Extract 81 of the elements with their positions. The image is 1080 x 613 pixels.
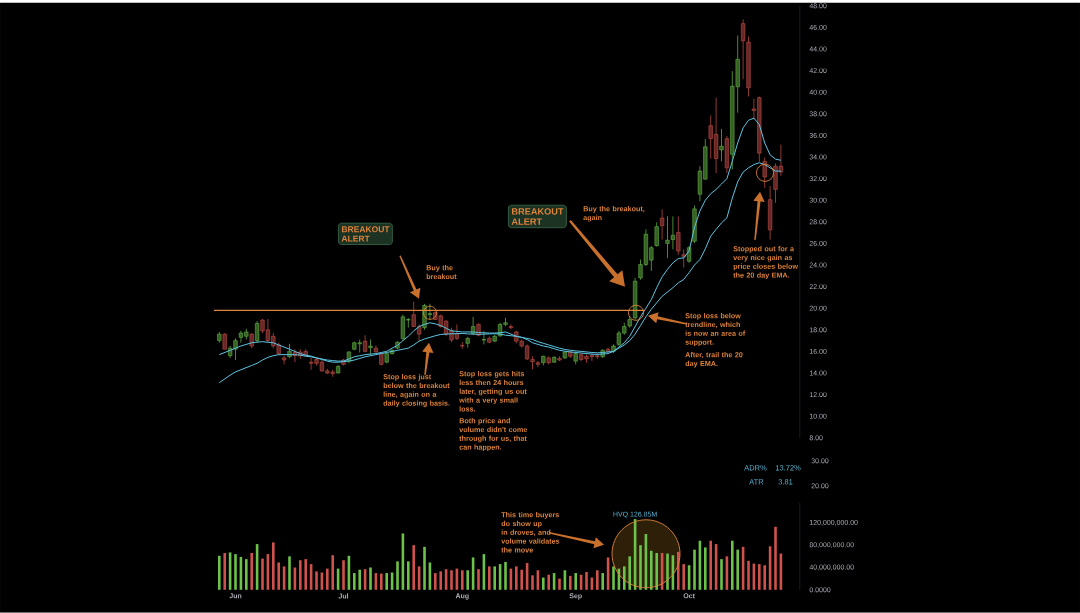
bar [731,540,734,590]
bar [261,558,264,590]
bar [466,570,470,590]
candlestick [282,355,287,365]
candlestick [660,209,665,241]
candlestick [665,216,670,259]
bar [515,566,518,590]
candlestick [368,339,373,356]
bar [304,559,307,590]
bar [234,554,237,590]
candlestick [255,320,260,344]
bar [358,569,362,590]
bar [774,526,777,590]
bar [385,573,388,590]
bar [342,560,345,590]
bar [693,549,696,590]
candlestick [670,216,675,250]
bar [547,574,551,590]
bar [396,561,399,590]
bar [585,572,588,590]
bar [434,573,437,590]
bar [223,553,227,590]
bar [720,559,723,590]
annotation: BREAKOUT ALERT [511,208,564,225]
candlestick [654,222,659,248]
bar [423,546,426,590]
candlestick [233,338,238,361]
bar [407,561,410,590]
bar [639,545,642,590]
bar [477,569,480,590]
bar [450,570,453,590]
bar [288,556,291,590]
bar [569,575,572,590]
bar [596,570,599,590]
bar [250,553,254,590]
annotation: BREAKOUT ALERT [341,226,390,242]
candlestick [719,128,724,162]
bar [331,555,335,590]
bar [493,566,496,590]
candlestick [373,345,378,353]
candlestick [681,249,686,269]
bar [315,571,318,590]
bar [682,564,685,590]
bar [655,553,658,590]
candlestick [460,341,465,350]
bar [736,549,739,590]
bar [412,545,415,590]
bar [439,571,443,590]
bar [380,573,383,590]
bar [277,562,281,590]
bar [488,566,491,590]
bar [763,565,766,590]
candlestick [481,330,486,345]
bar [542,577,545,590]
candlestick [508,324,513,330]
bar [666,553,669,590]
bar [245,559,248,590]
candlestick [762,157,767,189]
bar [299,560,302,590]
bar [461,570,464,590]
bar [326,568,329,590]
bar [353,573,356,590]
bar [758,564,761,590]
bar [650,550,653,590]
bar [558,578,561,590]
bar [628,556,632,590]
candlestick [676,216,681,256]
bar [747,560,750,590]
bar [369,567,372,590]
candlestick [535,360,540,368]
bar [218,555,221,590]
bar [531,575,534,590]
bar [272,542,275,590]
bar [574,573,577,590]
bar [709,540,712,590]
bar [504,562,507,590]
bar [704,547,707,590]
bar [623,566,626,590]
bar [520,569,524,590]
bar [612,566,615,590]
bar [601,573,604,590]
